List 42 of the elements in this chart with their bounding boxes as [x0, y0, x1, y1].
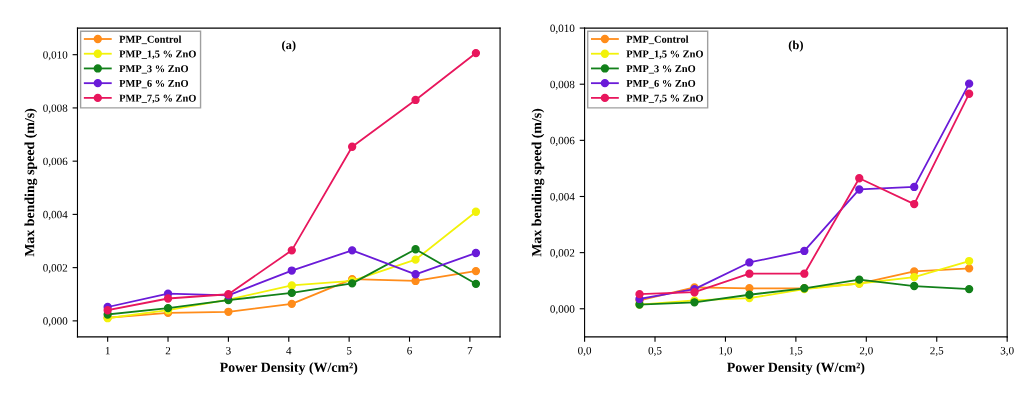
x-tick-label: 1,5 [789, 346, 803, 356]
y-tick-label: 0,006 [43, 157, 68, 167]
x-tick-label: 7 [467, 347, 473, 355]
x-axis-title: Power Density (W/cm²) [727, 362, 865, 375]
x-tick-label: 2,5 [930, 346, 944, 356]
legend-label: PMP_Control [626, 35, 689, 45]
legend-label: PMP_3 % ZnO [119, 65, 189, 74]
y-tick-label: 0,008 [550, 80, 575, 90]
y-tick-label: 0,010 [550, 24, 575, 34]
x-tick-label: 1 [105, 346, 110, 355]
y-tick-label: 0,000 [43, 317, 68, 327]
legend-label: PMP_6 % ZnO [626, 79, 696, 89]
y-tick-label: 0,000 [550, 305, 575, 315]
y-tick-label: 0,004 [550, 192, 575, 203]
y-tick-label: 0,010 [43, 51, 68, 61]
y-tick-label: 0,006 [550, 136, 575, 146]
legend-label: PMP_7,5 % ZnO [626, 94, 703, 104]
y-tick-label: 0,002 [550, 249, 575, 259]
x-tick-label: 0,5 [648, 346, 662, 356]
y-axis-title: Max bending speed (m/s) [24, 108, 38, 257]
legend-label: PMP_Control [119, 35, 182, 45]
x-tick-label: 4 [286, 346, 292, 355]
x-axis-title: Power Density (W/cm²) [219, 362, 358, 375]
y-axis-title: Max bending speed (m/s) [531, 108, 545, 257]
y-tick-label: 0,002 [43, 264, 68, 274]
x-tick-label: 0,0 [578, 346, 592, 356]
text: (b) [788, 40, 803, 52]
x-tick-label: 6 [407, 346, 412, 355]
legend-label: PMP_6 % ZnO [119, 79, 189, 89]
x-tick-label: 2 [165, 346, 171, 355]
text: (a) [282, 40, 296, 52]
y-tick-label: 0,008 [43, 104, 68, 114]
y-tick-label: 0,004 [43, 210, 68, 220]
legend-label: PMP_1,5 % ZnO [626, 50, 703, 59]
x-tick-label: 3,0 [1000, 346, 1014, 356]
legend-label: PMP_7,5 % ZnO [119, 94, 196, 104]
legend-label: PMP_3 % ZnO [626, 65, 696, 74]
x-tick-label: 2,0 [859, 346, 873, 356]
x-tick-label: 3 [226, 346, 231, 355]
x-tick-label: 1,0 [719, 346, 732, 356]
x-tick-label: 5 [347, 347, 352, 355]
legend-label: PMP_1,5 % ZnO [119, 50, 196, 59]
